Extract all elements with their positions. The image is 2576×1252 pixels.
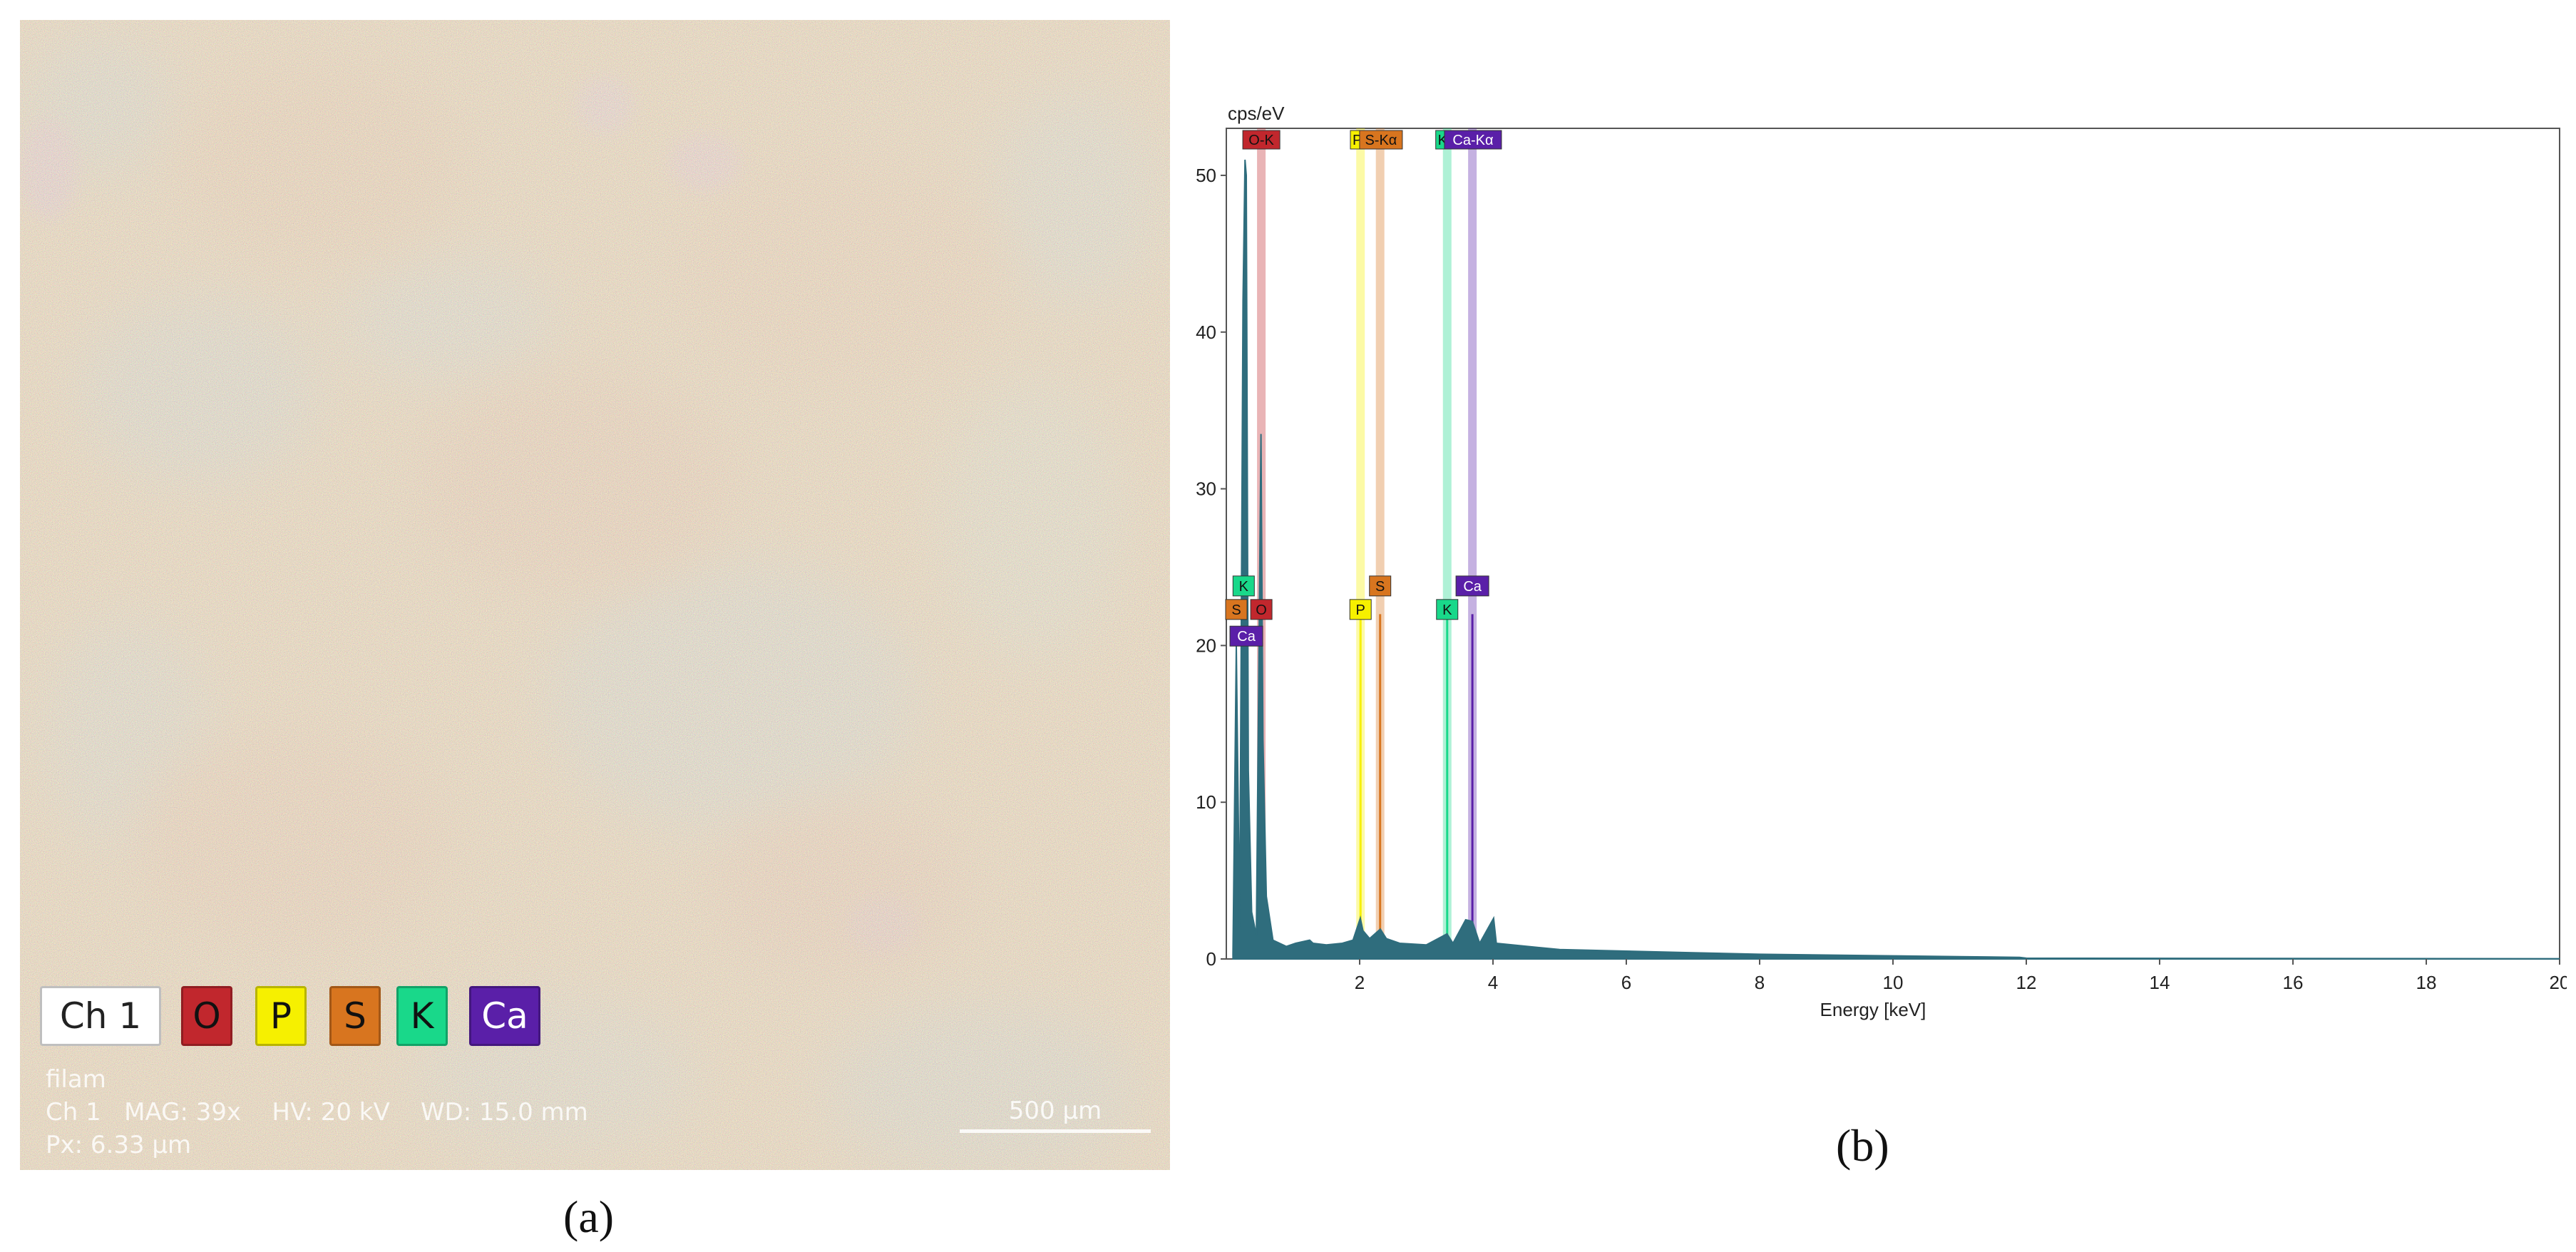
marker-chip [1436,599,1459,620]
marker-chip [1369,575,1392,597]
x-tick-label: 20 [2550,972,2567,993]
element-band-p [1356,128,1365,959]
y-axis-label: cps/eV [1228,103,1285,124]
legend-label: K [410,995,434,1037]
legend-sulfur: S [329,986,381,1046]
spectrum-series [1232,159,2560,960]
eds-map-texture [20,20,1170,1170]
eds-spectrum-chart: O-KP-S-KαK-Ca-KαKSOCaPSKCa24681012141618… [1196,103,2567,1020]
x-tick-label: 14 [2150,972,2170,993]
top-label-chip [1444,130,1502,150]
y-tick-label: 40 [1196,322,1216,343]
element-band-k [1442,128,1452,959]
caption-a: (a) [563,1191,615,1242]
top-label-chip [1242,130,1281,150]
marker-chip [1225,599,1248,620]
legend-calcium: Ca [469,986,540,1046]
legend-potassium: K [396,986,448,1046]
marker-label: Ca [1463,579,1482,595]
plot-frame [1226,128,2560,960]
marker-label: O [1256,602,1267,618]
marker-chip [1455,575,1489,597]
top-label-text: S-Kα [1365,133,1397,148]
marker-label: Ca [1237,629,1256,645]
marker-chip [1229,625,1263,647]
sample-name: filam [46,1065,106,1094]
element-band-s [1375,128,1385,959]
top-label-text: O-K [1248,133,1274,148]
x-tick-label: 2 [1355,972,1365,993]
x-tick-label: 10 [1883,972,1904,993]
legend-label: Ch 1 [59,995,142,1037]
x-tick-label: 18 [2416,972,2437,993]
element-band-ca [1468,128,1477,959]
eds-map-image: Ch 1 O P S K Ca filam Ch 1 MAG: 39x HV: … [20,20,1170,1170]
y-tick-label: 20 [1196,635,1216,656]
top-label-chip [1359,130,1403,150]
y-tick-label: 50 [1196,165,1216,186]
marker-label: S [1375,579,1385,595]
x-tick-label: 16 [2283,972,2304,993]
top-label-text: Ca-Kα [1452,133,1493,148]
legend-oxygen: O [181,986,232,1046]
marker-label: K [1442,602,1452,618]
marker-chip [1250,599,1273,620]
x-tick-label: 6 [1621,972,1631,993]
marker-label: P [1356,602,1365,618]
x-tick-label: 4 [1488,972,1498,993]
marker-chip [1349,599,1372,620]
legend-phosphorus: P [255,986,307,1046]
x-axis-label: Energy [keV] [1820,999,1926,1020]
marker-chip [1232,575,1255,597]
x-tick-label: 12 [2016,972,2037,993]
scale-bar-label: 500 µm [1008,1097,1102,1125]
chart-layer: O-KP-S-KαK-Ca-KαKSOCaPSKCa24681012141618… [1196,103,2567,1020]
legend-label: S [344,995,366,1037]
marker-label: S [1231,602,1241,618]
acquisition-info: Ch 1 MAG: 39x HV: 20 kV WD: 15.0 mm [46,1098,588,1127]
marker-label: K [1239,579,1249,595]
legend-label: P [270,995,292,1037]
pixel-size: Px: 6.33 µm [46,1131,192,1159]
y-tick-label: 10 [1196,791,1216,813]
legend-channel-1: Ch 1 [40,986,161,1046]
y-tick-label: 0 [1206,948,1216,970]
legend-label: Ca [481,995,528,1037]
caption-b: (b) [1836,1120,1889,1171]
scale-bar [960,1129,1151,1133]
legend-label: O [193,995,221,1037]
x-tick-label: 8 [1755,972,1765,993]
y-tick-label: 30 [1196,478,1216,500]
